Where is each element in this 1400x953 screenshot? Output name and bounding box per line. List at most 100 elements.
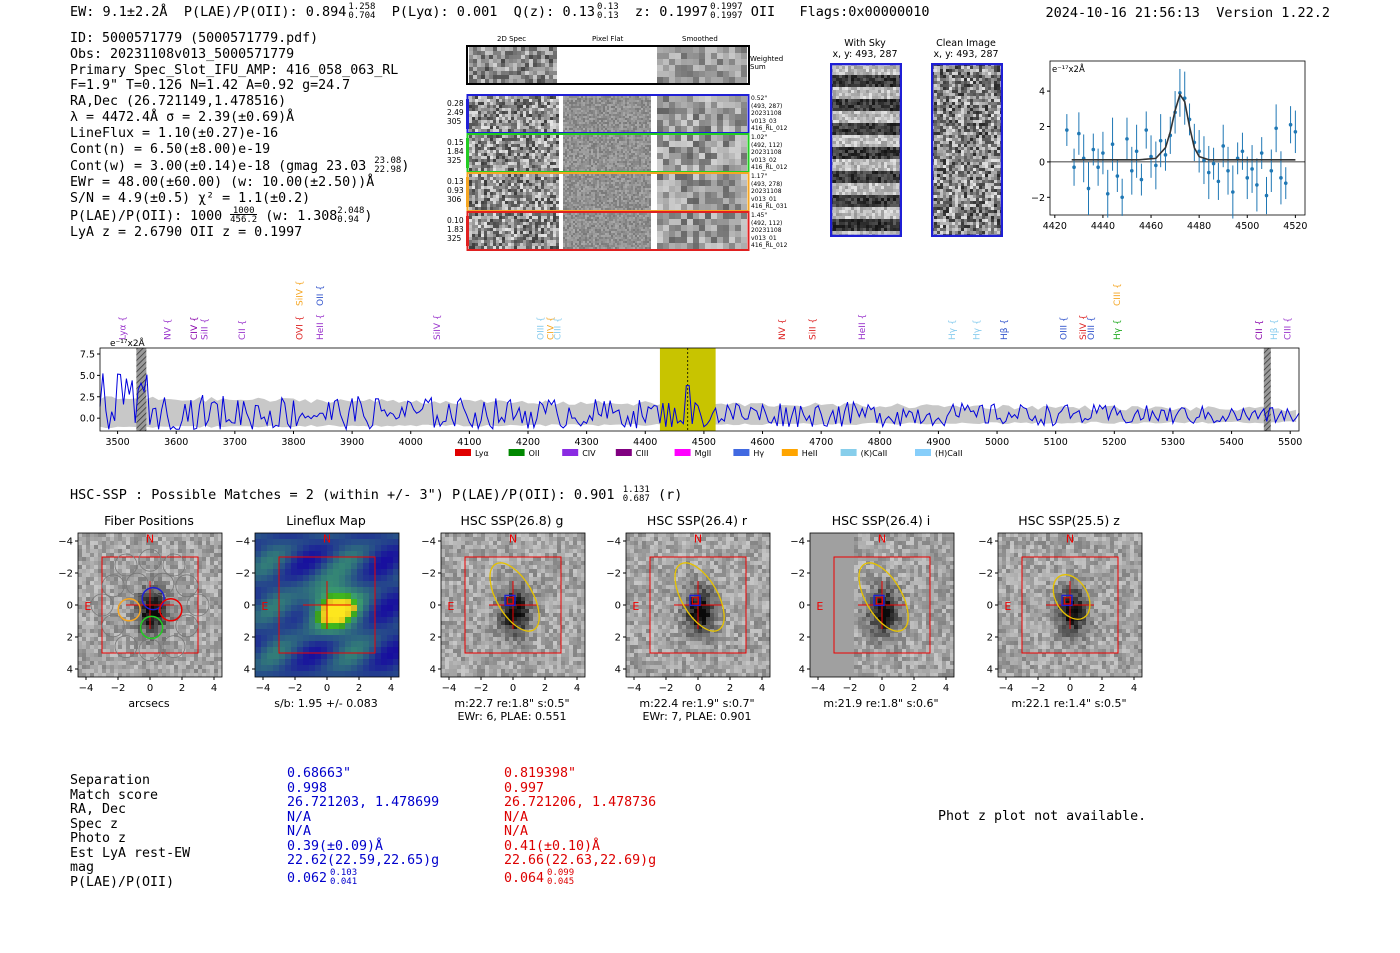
noise-pixel: [571, 135, 573, 137]
noise-pixel: [633, 114, 635, 116]
noise-pixel: [523, 138, 526, 141]
noise-pixel: [593, 124, 595, 126]
noise-pixel: [621, 106, 623, 108]
noise-pixel: [579, 221, 581, 223]
noise-pixel: [526, 108, 529, 111]
noise-pixel: [579, 161, 581, 163]
noise-pixel: [544, 162, 547, 165]
noise-pixel: [595, 215, 597, 217]
noise-pixel: [723, 186, 729, 192]
noise-pixel: [601, 122, 603, 124]
noise-pixel: [502, 165, 505, 168]
noise-pixel: [496, 123, 499, 126]
noise-pixel: [617, 110, 619, 112]
noise-pixel: [502, 138, 505, 141]
noise-pixel: [487, 123, 490, 126]
noise-pixel: [585, 110, 587, 112]
noise-pixel: [621, 100, 623, 102]
noise-pixel: [553, 165, 556, 168]
noise-pixel: [502, 141, 505, 144]
noise-pixel: [529, 51, 533, 55]
noise-pixel: [517, 120, 520, 123]
noise-pixel: [481, 159, 484, 162]
noise-pixel: [629, 128, 631, 130]
noise-pixel: [591, 198, 593, 200]
noise-pixel: [607, 161, 609, 163]
noise-pixel: [553, 231, 556, 234]
noise-pixel: [631, 137, 633, 139]
noise-pixel: [579, 196, 581, 198]
noise-pixel: [585, 145, 587, 147]
noise-pixel: [615, 167, 617, 169]
noise-pixel: [520, 183, 523, 186]
noise-pixel: [599, 141, 601, 143]
noise-pixel: [635, 112, 637, 114]
noise-pixel: [705, 159, 711, 165]
noise-pixel: [538, 129, 541, 132]
noise-pixel: [567, 237, 569, 239]
noise-pixel: [629, 235, 631, 237]
cutout-2d-spec: [469, 135, 559, 171]
noise-pixel: [475, 219, 478, 222]
noise-pixel: [637, 130, 639, 132]
noise-pixel: [571, 192, 573, 194]
noise-pixel: [617, 128, 619, 130]
noise-pixel: [625, 215, 627, 217]
noise-pixel: [681, 114, 687, 120]
noise-pixel: [499, 111, 502, 114]
noise-pixel: [575, 215, 577, 217]
noise-pixel: [579, 217, 581, 219]
noise-pixel: [735, 147, 741, 153]
noise-pixel: [565, 118, 567, 120]
noise-pixel: [611, 153, 613, 155]
noise-pixel: [535, 246, 538, 249]
noise-pixel: [547, 216, 550, 219]
noise-pixel: [647, 157, 649, 159]
noise-pixel: [567, 159, 569, 161]
noise-pixel: [490, 216, 493, 219]
noise-pixel: [623, 155, 625, 157]
noise-pixel: [484, 207, 487, 210]
noise-pixel: [593, 135, 595, 137]
noise-pixel: [615, 182, 617, 184]
noise-pixel: [575, 110, 577, 112]
noise-pixel: [641, 184, 643, 186]
noise-pixel: [538, 189, 541, 192]
noise-pixel: [627, 100, 629, 102]
noise-pixel: [599, 194, 601, 196]
noise-pixel: [687, 102, 693, 108]
noise-pixel: [629, 217, 631, 219]
noise-pixel: [469, 123, 472, 126]
noise-pixel: [615, 198, 617, 200]
noise-pixel: [490, 186, 493, 189]
noise-pixel: [601, 157, 603, 159]
noise-pixel: [520, 207, 523, 210]
noise-pixel: [601, 147, 603, 149]
noise-pixel: [538, 219, 541, 222]
noise-pixel: [629, 184, 631, 186]
noise-pixel: [645, 235, 647, 237]
noise-pixel: [567, 143, 569, 145]
noise-pixel: [607, 188, 609, 190]
noise-pixel: [485, 47, 489, 51]
noise-pixel: [567, 204, 569, 206]
noise-pixel: [573, 186, 575, 188]
noise-pixel: [526, 213, 529, 216]
noise-pixel: [619, 202, 621, 204]
noise-pixel: [520, 231, 523, 234]
noise-pixel: [497, 71, 501, 75]
noise-pixel: [705, 96, 711, 102]
noise-pixel: [645, 221, 647, 223]
noise-pixel: [567, 192, 569, 194]
noise-pixel: [637, 184, 639, 186]
noise-pixel: [649, 135, 651, 137]
noise-pixel: [595, 167, 597, 169]
noise-pixel: [579, 139, 581, 141]
noise-pixel: [635, 165, 637, 167]
noise-pixel: [579, 104, 581, 106]
noise-pixel: [641, 165, 643, 167]
noise-pixel: [553, 67, 557, 71]
noise-pixel: [647, 130, 649, 132]
noise-pixel: [511, 153, 514, 156]
header-plae: P(LAE)/P(OII): 0.894: [183, 4, 347, 20]
